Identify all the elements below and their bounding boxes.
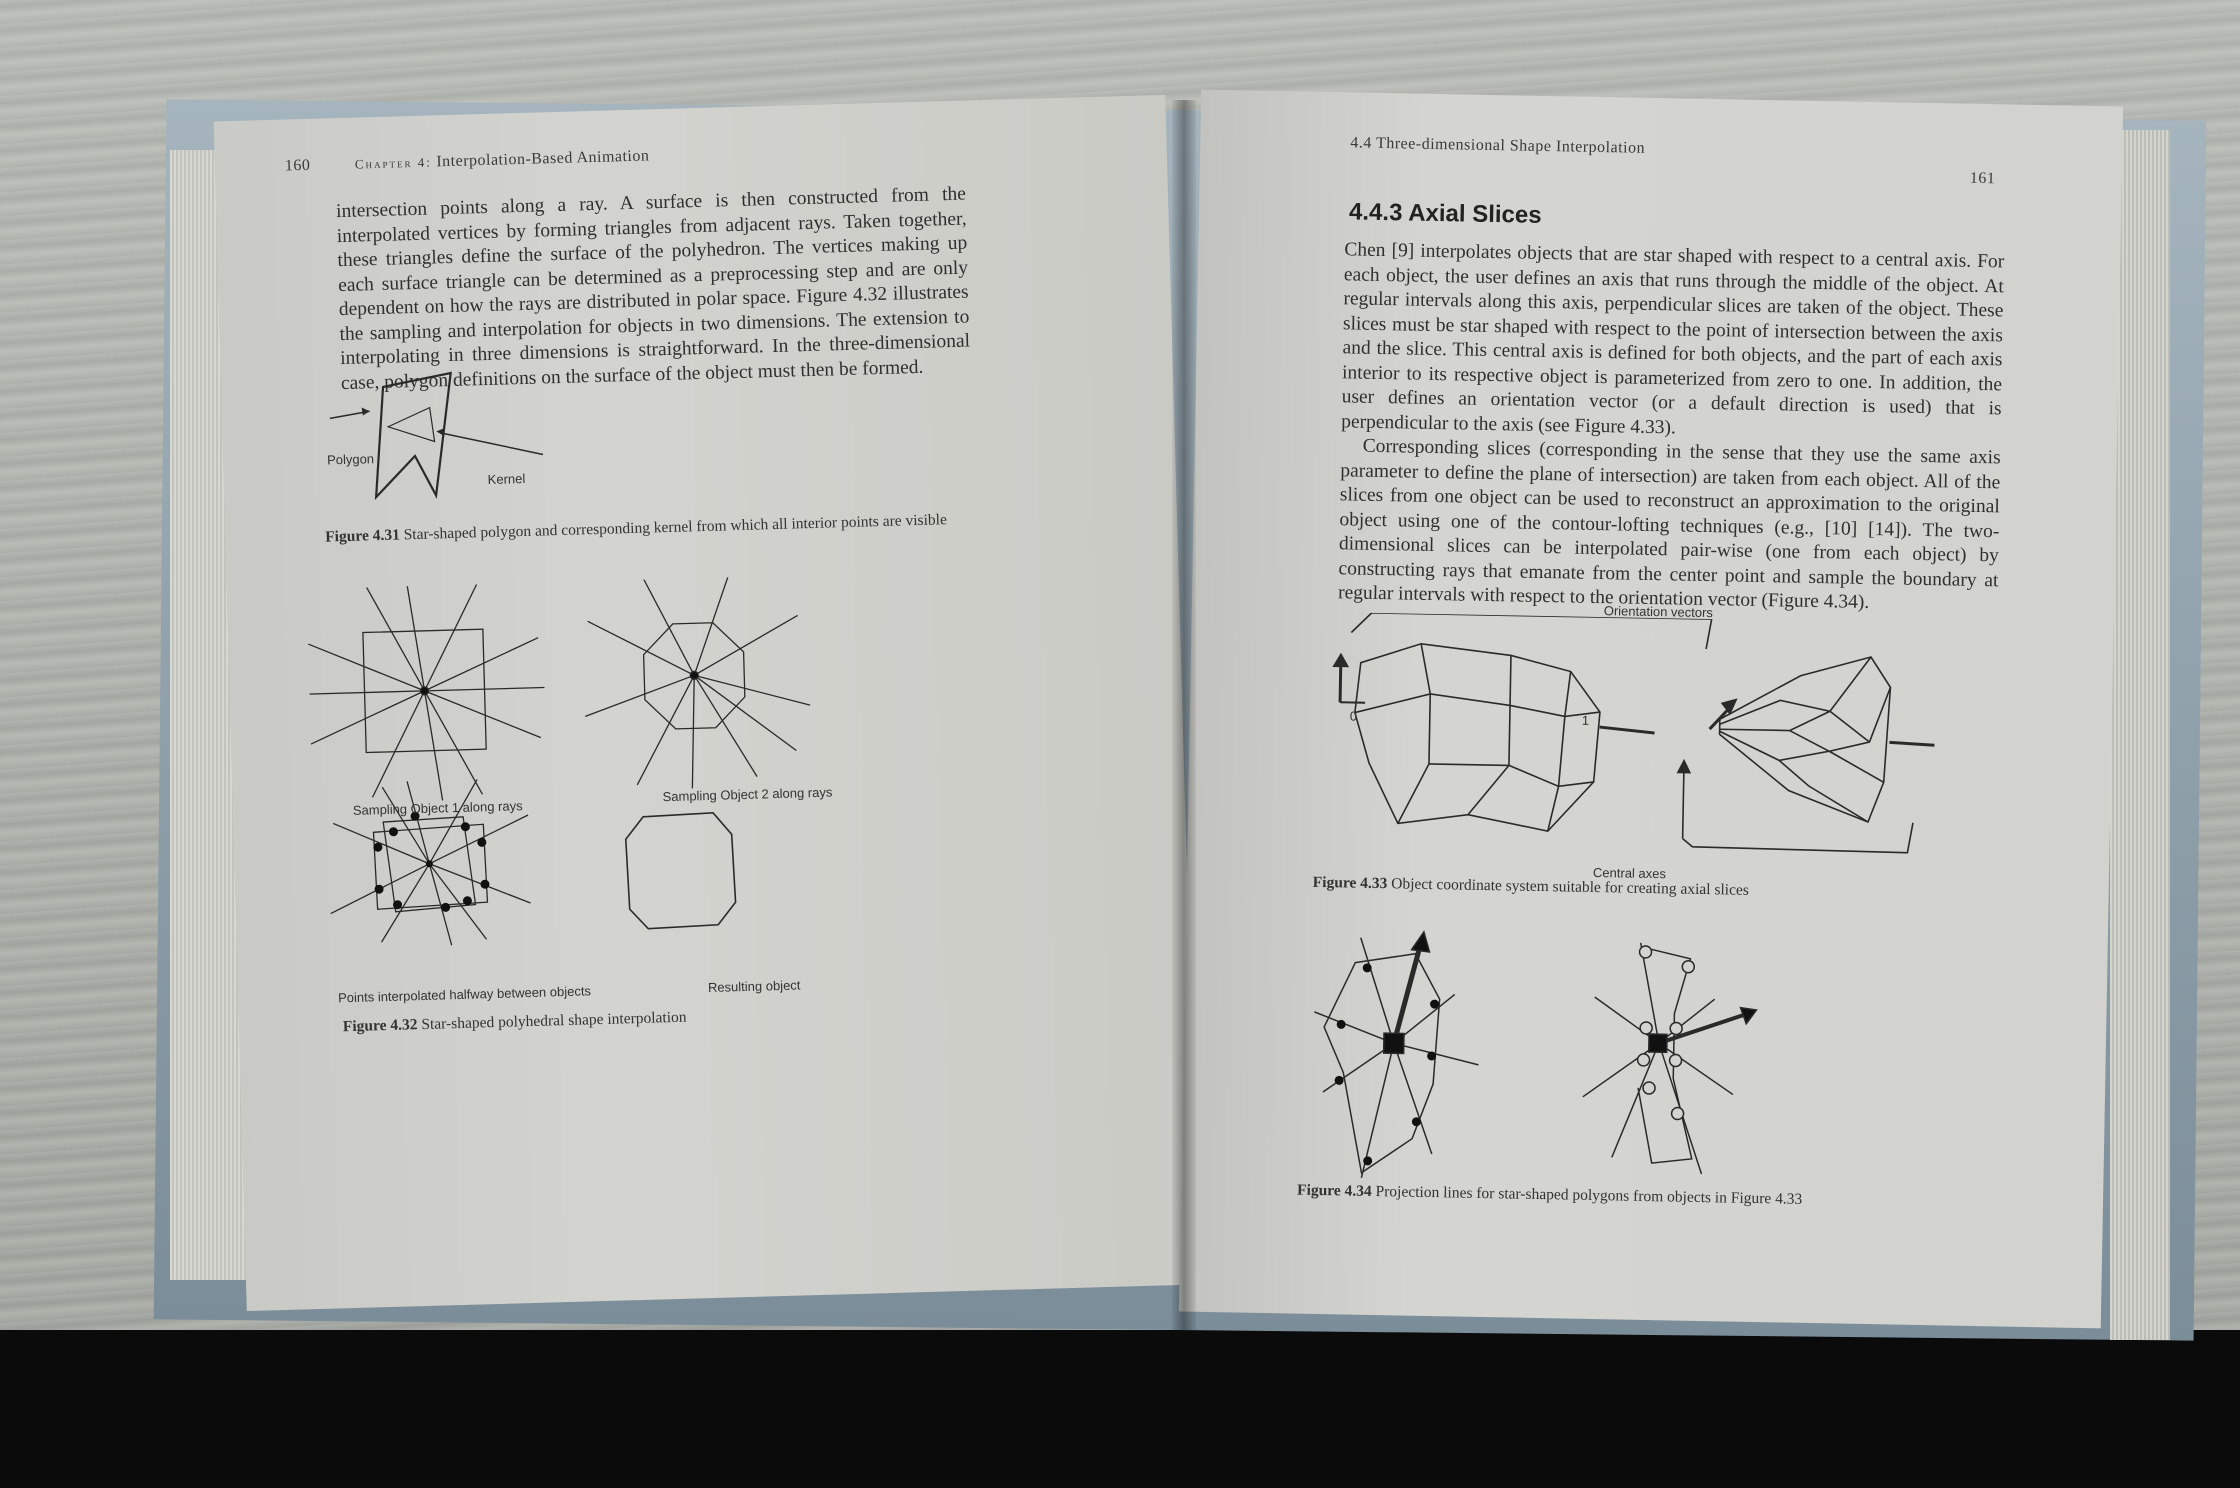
- figure-4-34-diagram: [1314, 930, 1758, 1178]
- axis-zero-label: 0: [1349, 708, 1358, 724]
- book-gutter: [1172, 100, 1196, 1330]
- figure-4-33-number: Figure 4.33: [1312, 873, 1388, 893]
- polygon-label: Polygon: [326, 451, 375, 468]
- right-paragraph-2: Corresponding slices (corresponding in t…: [1337, 435, 2001, 613]
- right-page: 4.4 Three-dimensional Shape Interpolatio…: [1178, 89, 2124, 1329]
- figure-4-31-caption: Figure 4.31 Star-shaped polygon and corr…: [325, 511, 965, 547]
- figure-4-34-number: Figure 4.34: [1296, 1181, 1372, 1200]
- left-running-head: Chapter 4: Interpolation-Based Animation: [355, 147, 650, 173]
- figure-4-32-caption: Figure 4.32 Star-shaped polyhedral shape…: [343, 1002, 943, 1037]
- figure-4-32-diagrams: [306, 569, 811, 946]
- figure-4-32-text: Star-shaped polyhedral shape interpolati…: [421, 1008, 687, 1034]
- chapter-label: Chapter 4:: [354, 154, 433, 172]
- kernel-label: Kernel: [487, 470, 526, 488]
- dark-foreground: [0, 1330, 2240, 1488]
- left-page: 160 Chapter 4: Interpolation-Based Anima…: [213, 94, 1199, 1312]
- sampling-object-1-diagram: [306, 581, 545, 801]
- figure-4-33-diagram: [1332, 612, 1935, 854]
- resulting-object-label: Resulting object: [707, 977, 801, 996]
- right-running-head: 4.4 Three-dimensional Shape Interpolatio…: [1350, 134, 1646, 157]
- figure-4-33-text: Object coordinate system suitable for cr…: [1391, 875, 1750, 899]
- left-page-number: 160: [284, 156, 311, 175]
- right-paragraph-1: Chen [9] interpolates objects that are s…: [1341, 239, 2005, 438]
- figure-4-31-text: Star-shaped polygon and corresponding ke…: [403, 511, 948, 544]
- right-page-edges: [2110, 130, 2170, 1340]
- figure-4-31-star-polygon: [329, 371, 544, 501]
- axis-one-label: 1: [1581, 712, 1590, 728]
- sampling-object-2-diagram: [585, 569, 811, 789]
- figure-4-32-number: Figure 4.32: [342, 1016, 418, 1036]
- chapter-title: Interpolation-Based Animation: [436, 147, 650, 171]
- resulting-object-diagram: [624, 812, 737, 930]
- interpolated-points-diagram: [330, 779, 531, 946]
- right-page-number: 161: [1969, 169, 1996, 188]
- right-body-text: Chen [9] interpolates objects that are s…: [1338, 238, 2005, 618]
- figure-4-31-number: Figure 4.31: [324, 526, 401, 546]
- section-title: 4.4.3 Axial Slices: [1348, 198, 1542, 229]
- orientation-vectors-label: Orientation vectors: [1603, 603, 1714, 621]
